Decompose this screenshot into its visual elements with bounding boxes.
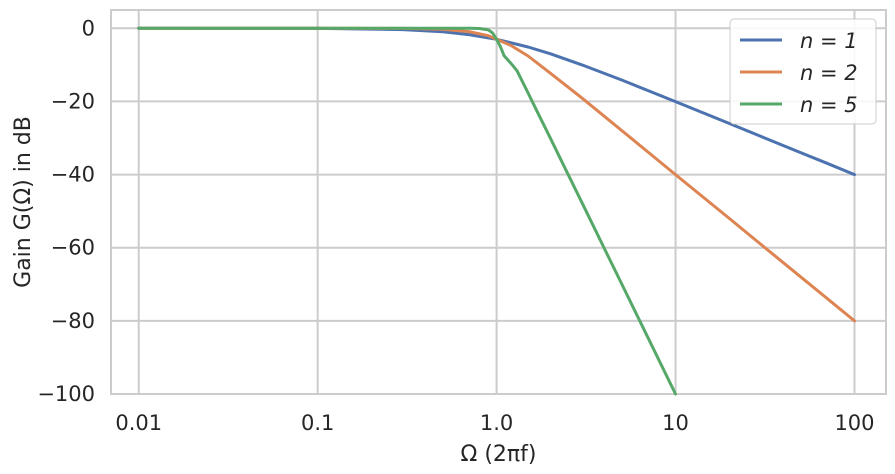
x-tick-label: 0.1 xyxy=(301,411,334,435)
y-tick-label: −80 xyxy=(51,309,95,333)
x-tick-label: 1.0 xyxy=(480,411,513,435)
y-tick-label: −60 xyxy=(51,236,95,260)
legend-label: n = 5 xyxy=(800,93,858,117)
x-tick-label: 10 xyxy=(662,411,689,435)
series-line-1 xyxy=(137,26,856,177)
legend-label: n = 2 xyxy=(800,61,858,85)
y-tick-label: −100 xyxy=(37,382,95,406)
legend-box xyxy=(729,18,877,125)
legend: n = 1 n = 2 n = 5 xyxy=(729,18,877,125)
series-lines xyxy=(137,26,856,396)
y-axis-label: Gain G(Ω) in dB xyxy=(11,116,36,288)
x-axis-label: Ω (2πf) xyxy=(461,442,537,467)
y-tick-label: 0 xyxy=(82,16,95,40)
x-tick-label: 100 xyxy=(834,411,874,435)
y-tick-label: −20 xyxy=(51,89,95,113)
tick-labels: 0.01 0.1 1.0 10 100 0 −20 −40 −60 −80 −100 xyxy=(37,16,874,435)
plot-frame xyxy=(110,9,887,395)
legend-label: n = 1 xyxy=(800,29,858,53)
y-tick-label: −40 xyxy=(51,163,95,187)
series-line-3 xyxy=(137,26,677,396)
x-tick-label: 0.01 xyxy=(115,411,162,435)
